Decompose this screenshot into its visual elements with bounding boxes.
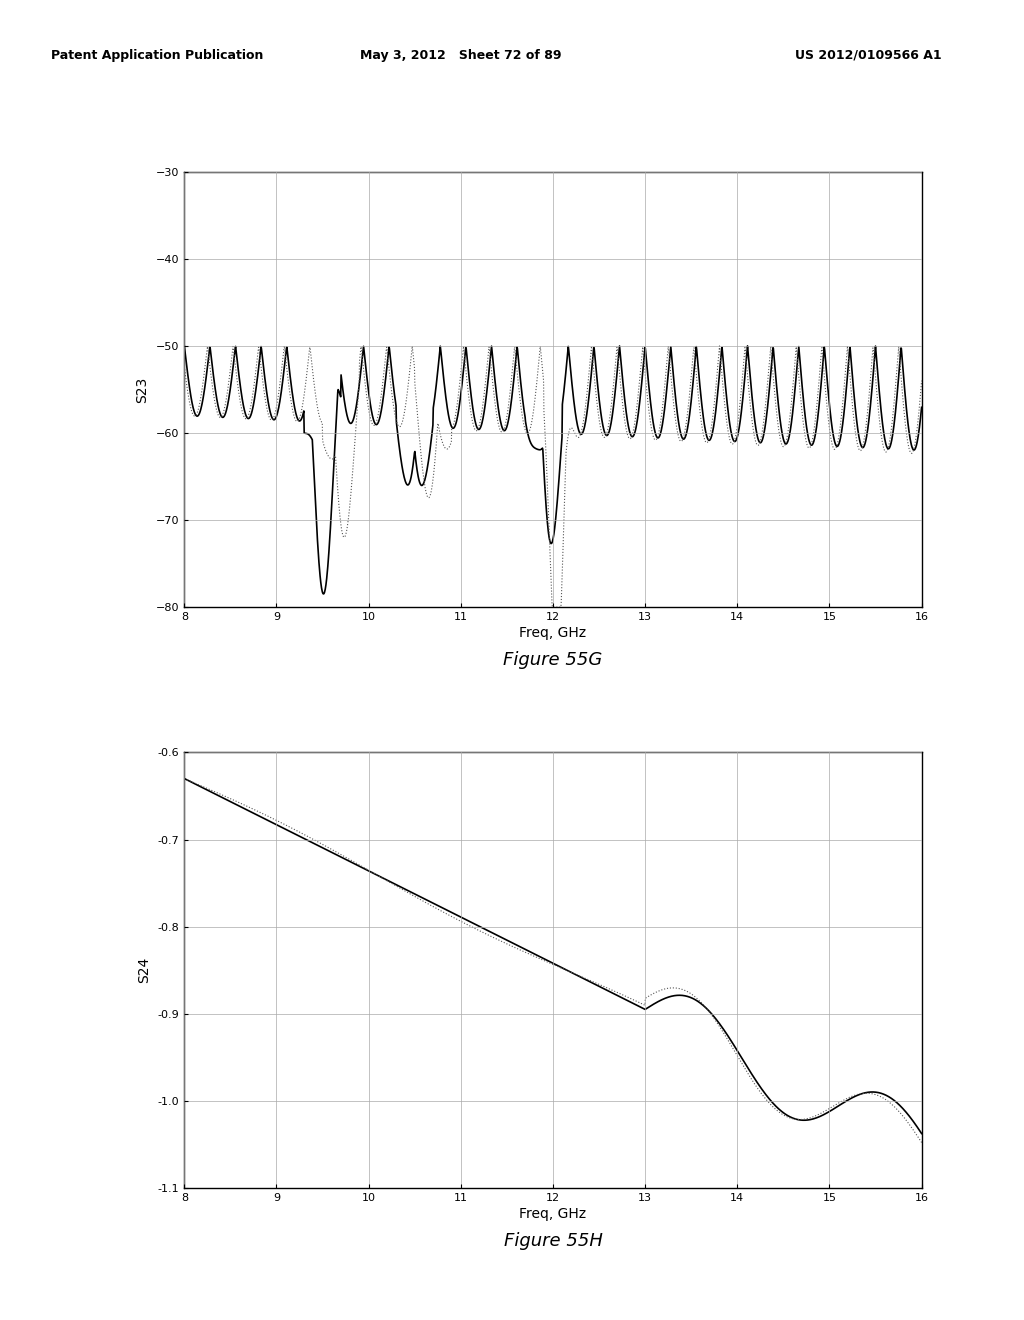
X-axis label: Freq, GHz: Freq, GHz <box>519 626 587 640</box>
Text: US 2012/0109566 A1: US 2012/0109566 A1 <box>796 49 942 62</box>
X-axis label: Freq, GHz: Freq, GHz <box>519 1206 587 1221</box>
Y-axis label: S23: S23 <box>135 376 150 403</box>
Text: May 3, 2012   Sheet 72 of 89: May 3, 2012 Sheet 72 of 89 <box>360 49 561 62</box>
Text: Figure 55H: Figure 55H <box>504 1232 602 1250</box>
Text: Figure 55G: Figure 55G <box>503 651 603 669</box>
Y-axis label: S24: S24 <box>137 957 151 983</box>
Text: Patent Application Publication: Patent Application Publication <box>51 49 263 62</box>
